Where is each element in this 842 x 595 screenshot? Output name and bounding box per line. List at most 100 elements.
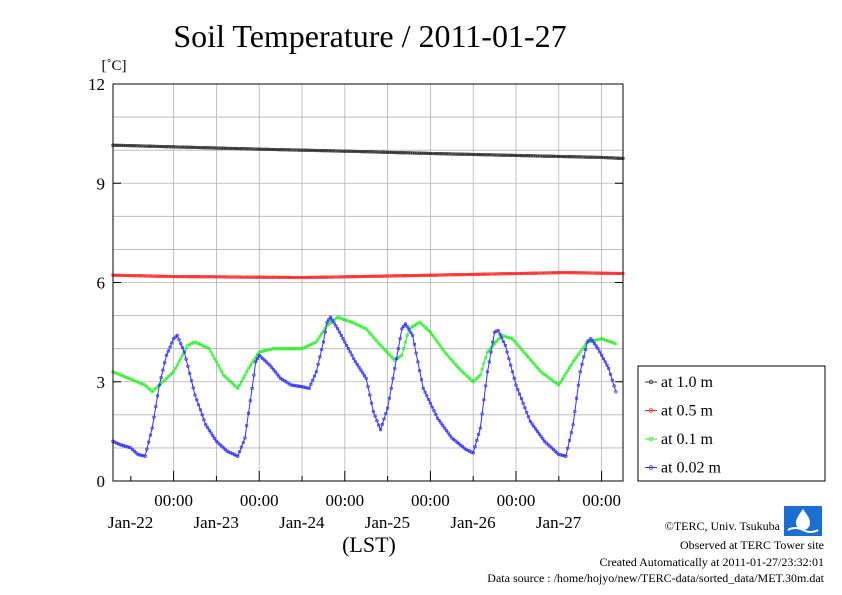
series-point (275, 275, 279, 279)
series-point (464, 152, 468, 156)
series-point (537, 368, 541, 372)
series-point (184, 274, 188, 279)
series-point (175, 363, 179, 367)
series-point (428, 401, 433, 405)
series-point (537, 432, 541, 436)
series-point (223, 375, 227, 379)
series-point (573, 409, 577, 414)
legend-label: at 0.02 m (661, 460, 722, 477)
series-point (350, 320, 354, 324)
series-point (369, 401, 374, 405)
series-point (348, 149, 352, 153)
series-at-0-5-m (111, 270, 625, 280)
series-point (154, 386, 158, 391)
series-point (478, 152, 482, 157)
series-point (443, 350, 447, 354)
series-point (532, 361, 536, 366)
series-point (459, 368, 463, 372)
series-point (514, 341, 518, 345)
series-point (567, 270, 572, 275)
series-point (120, 273, 124, 278)
series-point (482, 361, 486, 366)
series-point (196, 403, 201, 407)
series-point (311, 148, 315, 153)
series-point (576, 352, 581, 357)
series-point (375, 418, 379, 423)
series-point (512, 376, 516, 381)
series-point (355, 323, 359, 327)
series-point (608, 156, 613, 160)
series-point (380, 150, 384, 154)
series-point (189, 378, 194, 383)
series-point (412, 342, 417, 346)
series-point (138, 144, 142, 148)
series-point (573, 357, 577, 362)
series-point (229, 146, 233, 151)
series-point (287, 275, 292, 280)
series-point (291, 148, 295, 152)
series-point (163, 144, 167, 149)
series-point (598, 155, 602, 160)
series-point (475, 152, 479, 157)
series-point (209, 431, 213, 435)
series-point (214, 439, 219, 443)
series-point (362, 150, 367, 154)
series-point (303, 275, 308, 280)
series-point (148, 274, 153, 278)
series-point (166, 349, 170, 353)
series-point (451, 360, 456, 364)
series-point (369, 333, 374, 337)
series-point (129, 377, 133, 381)
y-tick-label: 3 (97, 373, 106, 392)
series-point (245, 370, 249, 374)
series-point (166, 274, 170, 279)
series-point (484, 384, 488, 388)
series-point (277, 374, 281, 378)
series-point (132, 144, 137, 148)
series-point (355, 363, 359, 367)
series-point (132, 274, 137, 278)
series-point (574, 155, 579, 159)
series-point (337, 316, 342, 320)
series-point (248, 275, 252, 279)
series-point (352, 149, 356, 154)
series-point (305, 344, 310, 348)
series-point (328, 149, 333, 153)
series-point (268, 147, 272, 152)
series-point (186, 145, 190, 149)
series-point (439, 421, 443, 425)
series-point (225, 275, 229, 279)
series-point (353, 322, 358, 326)
series-point (610, 340, 614, 345)
series-point (232, 275, 236, 279)
series-point (321, 275, 326, 279)
series-point (398, 274, 402, 278)
x-tick-time-label: 00:00 (325, 491, 364, 510)
series-point (396, 150, 400, 155)
series-point (526, 271, 531, 275)
series-point (336, 327, 340, 331)
series-point (245, 423, 249, 428)
legend-box (637, 365, 826, 482)
series-point (492, 342, 497, 346)
series-point (378, 150, 383, 154)
series-point (362, 274, 367, 279)
series-point (400, 151, 404, 155)
series-point (607, 271, 611, 275)
series-point (116, 372, 120, 376)
series-point (596, 337, 600, 342)
series-point (186, 275, 190, 279)
series-point (546, 442, 550, 447)
series-point (414, 273, 418, 278)
series-point (400, 327, 404, 331)
series-point (120, 443, 124, 447)
series-point (542, 439, 547, 443)
series-point (583, 271, 588, 275)
series-point (523, 406, 527, 410)
series-point (496, 337, 500, 342)
series-point (350, 353, 354, 357)
series-point (264, 348, 269, 352)
series-point (566, 446, 570, 450)
series-point (478, 373, 482, 377)
series-point (361, 274, 365, 279)
